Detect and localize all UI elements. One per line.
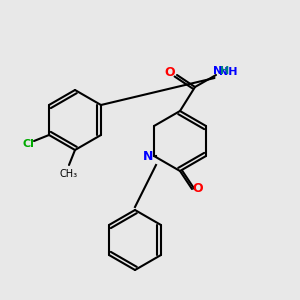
Text: NH: NH: [219, 67, 238, 77]
Text: O: O: [193, 182, 203, 196]
Text: N: N: [143, 149, 153, 163]
Text: H: H: [220, 65, 230, 76]
Text: CH₃: CH₃: [60, 169, 78, 179]
Text: N: N: [213, 65, 222, 76]
Text: Cl: Cl: [22, 139, 34, 149]
Text: O: O: [164, 65, 175, 79]
